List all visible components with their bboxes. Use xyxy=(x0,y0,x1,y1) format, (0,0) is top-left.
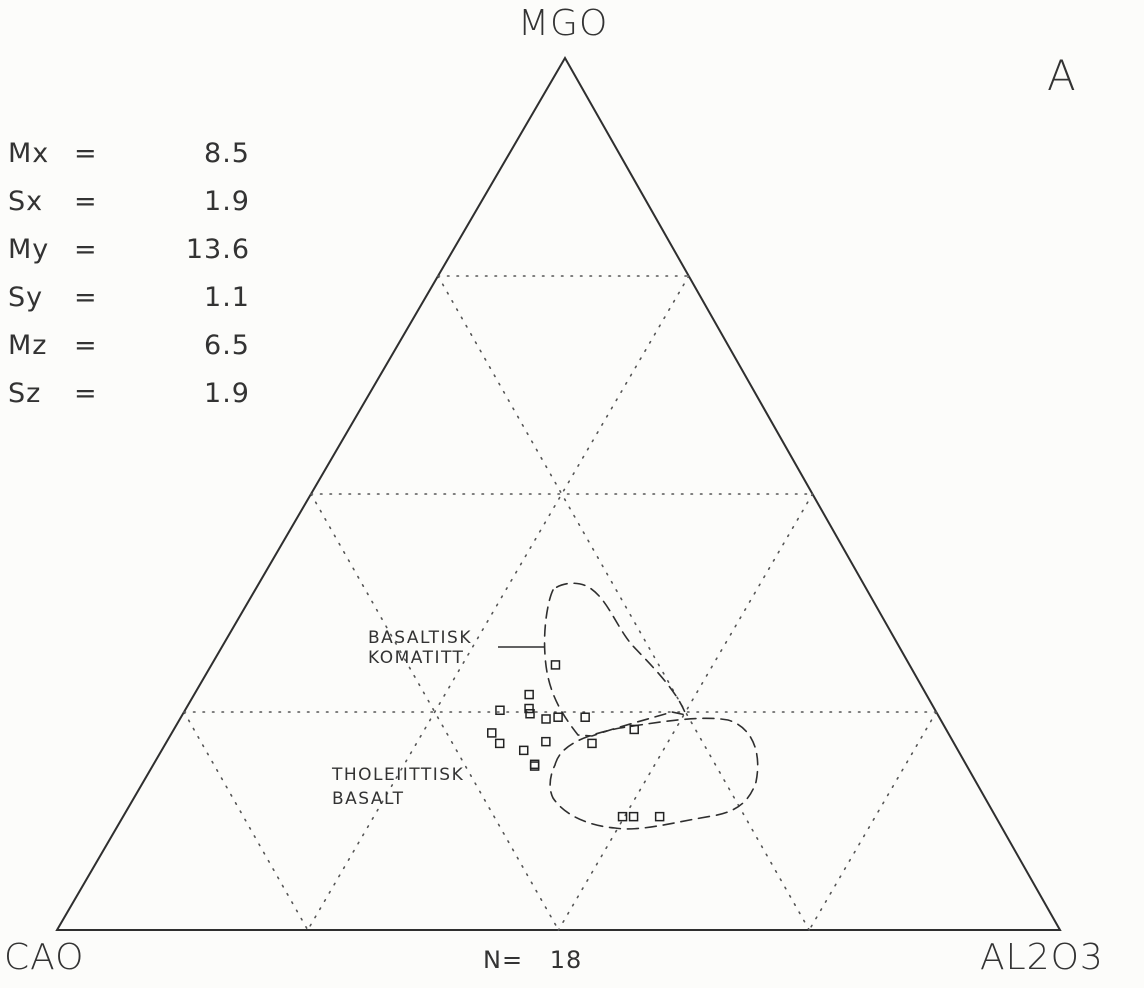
boundary-tholeiittisk-basalt xyxy=(549,717,759,830)
panel-label: A xyxy=(1047,51,1077,100)
data-point xyxy=(541,736,551,747)
field-label-basaltisk-komatitt: BASALTISK KOMATITT xyxy=(368,628,472,668)
stat-value: 1.1 xyxy=(204,282,250,313)
data-point xyxy=(494,738,505,749)
stat-equals: = xyxy=(74,330,98,361)
n-value: 18 xyxy=(549,946,583,974)
data-point xyxy=(487,728,497,738)
apex-label-cao: CAO xyxy=(4,937,85,978)
data-point xyxy=(550,660,561,670)
stat-row: Sx = 1.9 xyxy=(8,188,250,218)
data-point xyxy=(495,705,505,716)
data-point xyxy=(629,724,639,735)
stat-equals: = xyxy=(74,378,98,409)
data-point xyxy=(524,689,534,700)
gridline-cao xyxy=(183,711,309,931)
data-points xyxy=(487,660,665,822)
stat-value: 6.5 xyxy=(204,330,250,361)
stat-key: Mz xyxy=(8,330,48,361)
stat-value: 13.6 xyxy=(185,234,250,265)
field-label-line: BASALT xyxy=(332,789,405,809)
data-point xyxy=(654,811,665,822)
data-point xyxy=(628,811,639,822)
data-point xyxy=(529,761,540,771)
stat-value: 8.5 xyxy=(204,138,250,169)
stat-key: My xyxy=(8,234,50,265)
gridline-al2o3 xyxy=(808,711,938,931)
stat-equals: = xyxy=(74,186,98,217)
n-count: N= 18 xyxy=(483,948,582,972)
statistics-block: Mx = 8.5 Sx = 1.9 My = 13.6 Sy = 1.1 Mz = 6.5 Sz = 1.9 xyxy=(8,140,250,420)
field-label-line: KOMATITT xyxy=(368,648,465,668)
field-label-line: BASALTISK xyxy=(368,628,472,648)
stat-row: Sz = 1.9 xyxy=(8,380,250,410)
data-point xyxy=(525,708,535,719)
stat-key: Sx xyxy=(8,186,44,217)
stat-equals: = xyxy=(74,234,98,265)
gridline-cao xyxy=(437,275,811,931)
data-point xyxy=(518,745,529,756)
stat-key: Sz xyxy=(8,378,42,409)
gridline-al2o3 xyxy=(306,275,690,931)
stat-row: Sy = 1.1 xyxy=(8,284,250,314)
data-point xyxy=(617,811,628,822)
boundary-basaltisk-komatitt xyxy=(543,582,688,737)
stat-row: My = 13.6 xyxy=(8,236,250,266)
n-label: N= xyxy=(483,946,524,974)
stat-value: 1.9 xyxy=(204,186,250,217)
apex-label-mgo: MGO xyxy=(518,3,609,44)
data-point xyxy=(541,714,551,724)
grid-lines xyxy=(183,275,938,931)
stat-key: Mx xyxy=(8,138,50,169)
apex-label-al2o3: AL2O3 xyxy=(980,937,1104,978)
data-point xyxy=(580,712,590,722)
stat-key: Sy xyxy=(8,282,44,313)
field-label-tholeiittisk-basalt: THOLEIITTISK BASALT xyxy=(332,763,464,811)
data-point xyxy=(524,703,534,714)
stat-row: Mz = 6.5 xyxy=(8,332,250,362)
data-point xyxy=(587,738,597,749)
stat-equals: = xyxy=(74,138,98,169)
field-boundaries xyxy=(498,582,759,830)
data-point xyxy=(553,712,563,722)
gridline-cao xyxy=(310,493,560,931)
field-label-line: THOLEIITTISK xyxy=(332,765,465,785)
stat-row: Mx = 8.5 xyxy=(8,140,250,170)
stat-equals: = xyxy=(74,282,98,313)
stat-value: 1.9 xyxy=(204,378,250,409)
